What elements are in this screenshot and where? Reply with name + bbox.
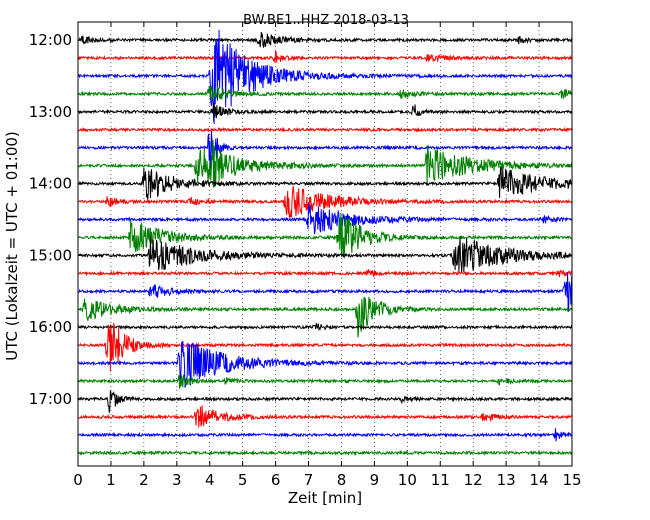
trace-line [77, 166, 573, 200]
x-tick-label: 8 [337, 471, 347, 489]
trace-line [77, 428, 573, 442]
x-tick-label: 2 [139, 471, 149, 489]
y-tick-label: 17:00 [29, 390, 72, 408]
trace-line [77, 236, 573, 274]
trace-line [77, 271, 573, 313]
chart-title: BW.BE1..HHZ 2018-03-13 [243, 13, 409, 28]
x-tick-label: 5 [238, 471, 248, 489]
plot-frame [77, 21, 573, 467]
traces [77, 29, 573, 457]
y-axis-label: UTC (Lokalzeit = UTC + 01:00) [3, 131, 21, 361]
x-axis: 0 1 2 3 4 5 6 7 8 9 10 11 12 13 14 15 [73, 22, 582, 489]
y-tick-label: 15:00 [29, 246, 72, 264]
trace-line [77, 130, 573, 174]
y-tick-label: 12:00 [29, 31, 72, 49]
trace-line [77, 29, 573, 124]
x-tick-label: 1 [106, 471, 116, 489]
x-axis-label: Zeit [min] [288, 489, 362, 507]
trace-line [77, 102, 573, 119]
trace-line [77, 85, 573, 101]
trace-line [77, 269, 573, 277]
x-tick-label: 12 [464, 471, 483, 489]
trace-line [77, 296, 573, 338]
trace-line [77, 374, 573, 389]
trace-line [77, 203, 573, 235]
x-tick-label: 3 [172, 471, 182, 489]
trace-line [77, 185, 573, 218]
y-tick-label: 13:00 [29, 103, 72, 121]
trace-line [77, 49, 573, 64]
trace-line [77, 212, 573, 259]
x-tick-label: 13 [497, 471, 516, 489]
x-tick-label: 15 [562, 471, 581, 489]
y-tick-label: 14:00 [29, 175, 72, 193]
x-tick-label: 0 [73, 471, 83, 489]
x-tick-label: 9 [370, 471, 380, 489]
x-tick-label: 6 [271, 471, 281, 489]
x-tick-label: 4 [205, 471, 215, 489]
x-tick-label: 14 [530, 471, 549, 489]
trace-line [77, 322, 573, 332]
trace-line [77, 126, 573, 133]
trace-line [77, 322, 573, 372]
trace-line [77, 390, 573, 413]
x-tick-label: 10 [398, 471, 417, 489]
trace-line [77, 405, 573, 428]
trace-line [77, 449, 573, 457]
trace-line [77, 340, 573, 388]
x-tick-label: 7 [304, 471, 314, 489]
y-axis: 12:00 13:00 14:00 15:00 16:00 17:00 [29, 31, 572, 408]
trace-line [77, 32, 573, 48]
trace-line [77, 140, 573, 188]
x-tick-label: 11 [431, 471, 450, 489]
y-tick-label: 16:00 [29, 318, 72, 336]
